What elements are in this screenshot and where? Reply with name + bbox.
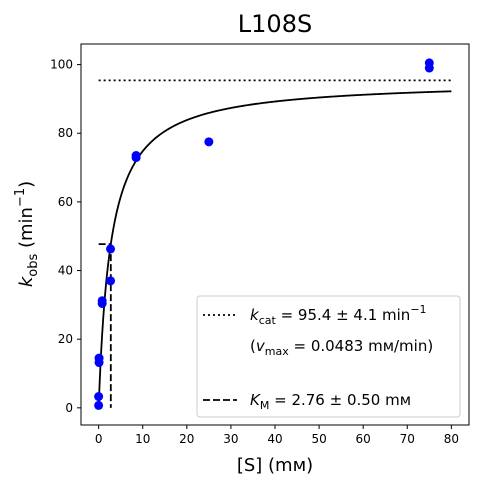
x-axis-ticks: 0 10 20 30 40 50 60 70 80 [95,425,459,446]
data-point [106,244,116,254]
data-point [94,400,104,410]
legend-kcat-label: kcat = 95.4 ± 4.1 min−1 [250,303,427,327]
x-tick-label: 70 [400,432,415,446]
x-axis-label: [S] (mм) [237,455,313,476]
y-tick-label: 100 [50,58,73,72]
legend-vmax-label: (vmax = 0.0483 mм/min) [250,337,433,358]
y-tick-label: 0 [65,401,73,415]
legend-box [196,295,461,418]
y-axis-ticks: 0 20 40 60 80 100 [50,58,81,415]
x-tick-label: 20 [179,432,194,446]
data-point [204,137,214,147]
y-tick-label: 20 [58,332,73,346]
x-tick-label: 50 [311,432,326,446]
data-point [424,58,434,68]
legend-km-label: KM = 2.76 ± 0.50 mм [250,391,411,412]
x-tick-label: 80 [444,432,459,446]
data-point [97,296,107,306]
line-layer [97,79,452,408]
y-tick-label: 40 [58,264,73,278]
legend: kcat = 95.4 ± 4.1 min−1 (vmax = 0.0483 m… [196,295,461,418]
fit-curve [97,90,452,408]
y-axis-label: kobs (min−1) [13,181,41,287]
x-tick-label: 0 [95,432,103,446]
y-tick-label: 80 [58,126,73,140]
data-point [131,151,141,161]
y-tick-label: 60 [58,195,73,209]
x-tick-label: 60 [356,432,371,446]
data-point [94,392,104,402]
point-layer [94,58,434,410]
x-tick-label: 10 [135,432,150,446]
x-tick-label: 30 [223,432,238,446]
data-point [106,276,116,286]
chart-title: L108S [238,10,312,38]
data-point [94,353,104,363]
x-tick-label: 40 [267,432,282,446]
